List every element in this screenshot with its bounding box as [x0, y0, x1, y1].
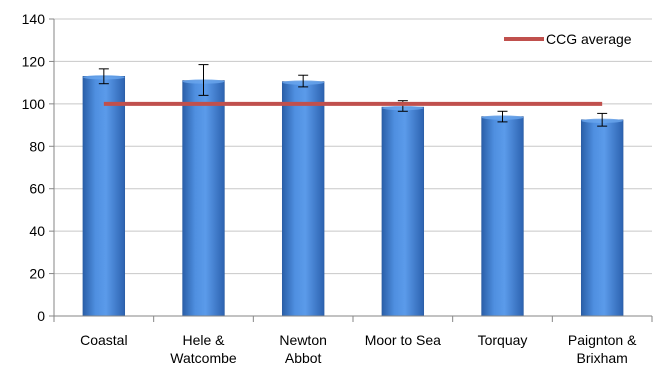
bar-2 — [281, 81, 325, 317]
bar-1 — [182, 80, 225, 317]
category-label-0: Coastal — [80, 332, 127, 348]
legend: CCG average — [504, 31, 632, 47]
y-tick-label-60: 60 — [29, 181, 45, 197]
y-tick-label-120: 120 — [22, 53, 46, 69]
bar-3 — [381, 106, 425, 317]
bar-5 — [580, 119, 624, 317]
y-tick-label-140: 140 — [22, 11, 46, 27]
category-label-4: Torquay — [478, 332, 528, 348]
bar-4 — [481, 116, 524, 317]
y-tick-label-20: 20 — [29, 266, 45, 282]
category-label-1: Hele & Watcombe — [170, 332, 237, 366]
category-label-5: Paignton & Brixham — [568, 332, 637, 366]
error-bars — [98, 64, 608, 127]
bars — [82, 75, 624, 317]
x-axis-category-labels: Coastal Hele & Watcombe Newton Abbot Moor to … — [80, 332, 637, 366]
legend-label-ccg-average: CCG average — [546, 31, 632, 47]
gridlines — [54, 18, 652, 275]
error-bar-4 — [497, 110, 508, 123]
y-tick-label-40: 40 — [29, 223, 45, 239]
error-bar-0 — [98, 68, 109, 85]
error-bar-5 — [597, 112, 608, 127]
y-tick-label-0: 0 — [37, 308, 45, 324]
error-bar-2 — [298, 74, 309, 88]
category-label-2: Newton Abbot — [279, 332, 326, 366]
category-label-3: Moor to Sea — [365, 332, 441, 348]
y-axis-tick-labels: 0 20 40 60 80 100 120 140 — [22, 11, 54, 324]
y-tick-label-100: 100 — [22, 96, 46, 112]
bar-0 — [82, 76, 126, 317]
error-bar-1 — [198, 64, 209, 96]
x-axis-ticks — [53, 316, 653, 322]
y-tick-label-80: 80 — [29, 138, 45, 154]
